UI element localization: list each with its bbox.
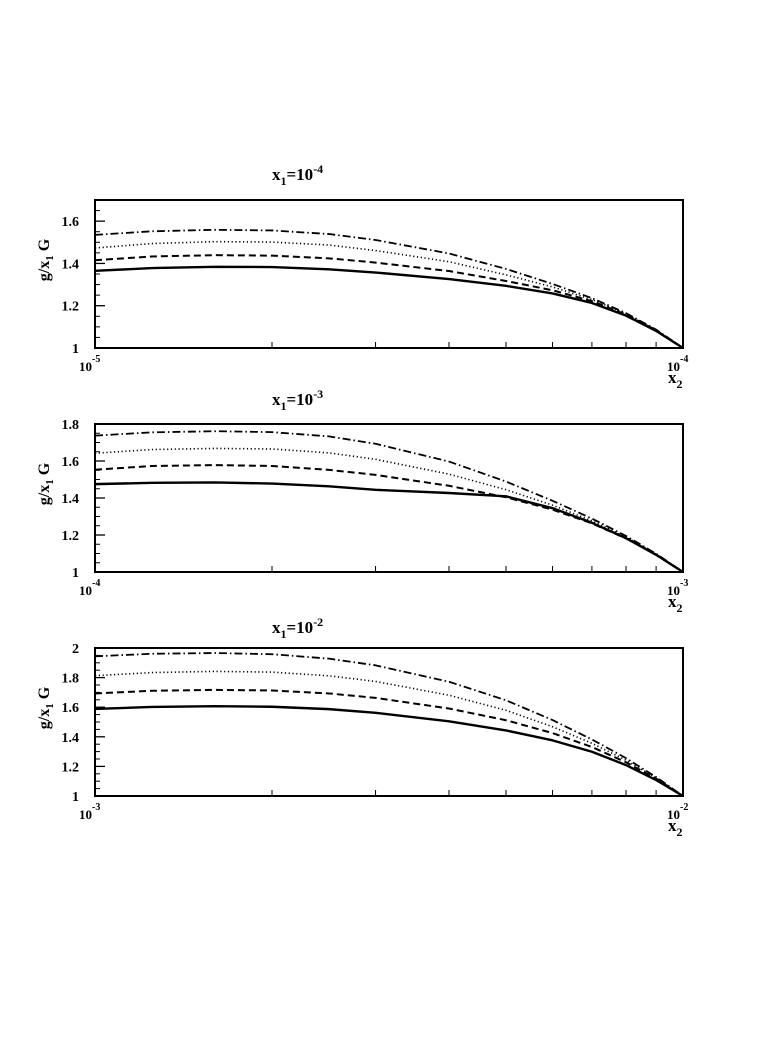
x-axis-label: x2 — [668, 592, 683, 615]
series-dashed-line — [94, 464, 684, 573]
x-tick-base: 10 — [667, 359, 680, 374]
x-tick-exponent: -3 — [92, 802, 100, 813]
x-tick-base: 10 — [79, 807, 92, 822]
series-solid-line — [94, 265, 684, 350]
title-base: x — [272, 618, 281, 637]
x-tick-base: 10 — [79, 583, 92, 598]
xlabel-base: x — [668, 816, 677, 835]
x-axis-label: x2 — [668, 816, 683, 839]
series-dashed-line — [94, 254, 684, 349]
y-tick-label: 1.4 — [62, 492, 80, 507]
y-tick-label: 1 — [72, 566, 79, 581]
title-superscript: -4 — [313, 162, 323, 176]
y-axis-label: g/x1 G — [36, 686, 56, 729]
x-tick-label: 10-5 — [79, 354, 100, 374]
series-solid-line — [94, 481, 684, 574]
series-dashed-line — [94, 688, 684, 797]
title-subscript: 1 — [281, 399, 287, 413]
y-tick-label: 1.8 — [62, 672, 80, 687]
xlabel-subscript: 2 — [677, 601, 683, 615]
plot-frame — [94, 647, 684, 797]
x-tick-label: 10-3 — [667, 578, 688, 598]
x-tick-base: 10 — [79, 359, 92, 374]
y-tick-label: 1 — [72, 342, 79, 357]
xlabel-base: x — [668, 368, 677, 387]
y-tick-label: 1.4 — [62, 257, 80, 272]
x-tick-label: 10-3 — [79, 802, 100, 822]
y-tick-label: 2 — [72, 642, 79, 657]
ylabel-subscript: 1 — [44, 703, 56, 709]
plot-frame — [94, 199, 684, 349]
x-tick-exponent: -5 — [92, 354, 100, 365]
xlabel-subscript: 2 — [677, 377, 683, 391]
series-dashdot-line — [94, 228, 684, 349]
panel-title: x1=10-2 — [272, 615, 323, 641]
y-axis-label: g/x1 G — [36, 462, 56, 505]
title-mid: =10 — [287, 618, 314, 637]
y-tick-label: 1.2 — [62, 529, 80, 544]
ylabel-tail: G — [36, 462, 53, 479]
y-tick-label: 1.6 — [62, 215, 80, 230]
y-tick-label: 1.8 — [62, 418, 80, 433]
title-superscript: -3 — [313, 387, 323, 401]
series-solid-line — [94, 704, 684, 798]
y-tick-label: 1.2 — [62, 300, 80, 315]
ylabel-subscript: 1 — [44, 255, 56, 261]
panel-title: x1=10-3 — [272, 387, 323, 413]
y-tick-label: 1.6 — [62, 701, 80, 716]
ylabel-base: g/x — [36, 709, 53, 729]
x-tick-exponent: -3 — [680, 578, 688, 589]
x-tick-label: 10-4 — [79, 578, 100, 598]
x-tick-label: 10-2 — [667, 802, 688, 822]
y-tick-label: 1 — [72, 790, 79, 805]
x-tick-base: 10 — [667, 583, 680, 598]
x-tick-exponent: -2 — [680, 802, 688, 813]
title-mid: =10 — [287, 390, 314, 409]
title-superscript: -2 — [313, 615, 323, 629]
series-dotted-line — [94, 240, 684, 349]
series-dashdot-line — [94, 430, 684, 573]
title-base: x — [272, 165, 281, 184]
y-axis-label: g/x1 G — [36, 238, 56, 281]
ylabel-tail: G — [36, 238, 53, 255]
title-mid: =10 — [287, 165, 314, 184]
y-tick-label: 1.4 — [62, 731, 80, 746]
title-base: x — [272, 390, 281, 409]
x-tick-exponent: -4 — [680, 354, 688, 365]
y-tick-label: 1.2 — [62, 760, 80, 775]
y-tick-label: 1.6 — [62, 455, 80, 470]
title-subscript: 1 — [281, 174, 287, 188]
xlabel-subscript: 2 — [677, 825, 683, 839]
ylabel-base: g/x — [36, 485, 53, 505]
series-dashdot-line — [94, 652, 684, 797]
panel-title: x1=10-4 — [272, 162, 323, 188]
title-subscript: 1 — [281, 627, 287, 641]
ylabel-base: g/x — [36, 261, 53, 281]
plot-frame — [94, 423, 684, 573]
x-tick-label: 10-4 — [667, 354, 688, 374]
x-tick-exponent: -4 — [92, 578, 100, 589]
x-axis-label: x2 — [668, 368, 683, 391]
ylabel-subscript: 1 — [44, 479, 56, 485]
xlabel-base: x — [668, 592, 677, 611]
series-dotted-line — [94, 447, 684, 573]
ylabel-tail: G — [36, 686, 53, 703]
x-tick-base: 10 — [667, 807, 680, 822]
